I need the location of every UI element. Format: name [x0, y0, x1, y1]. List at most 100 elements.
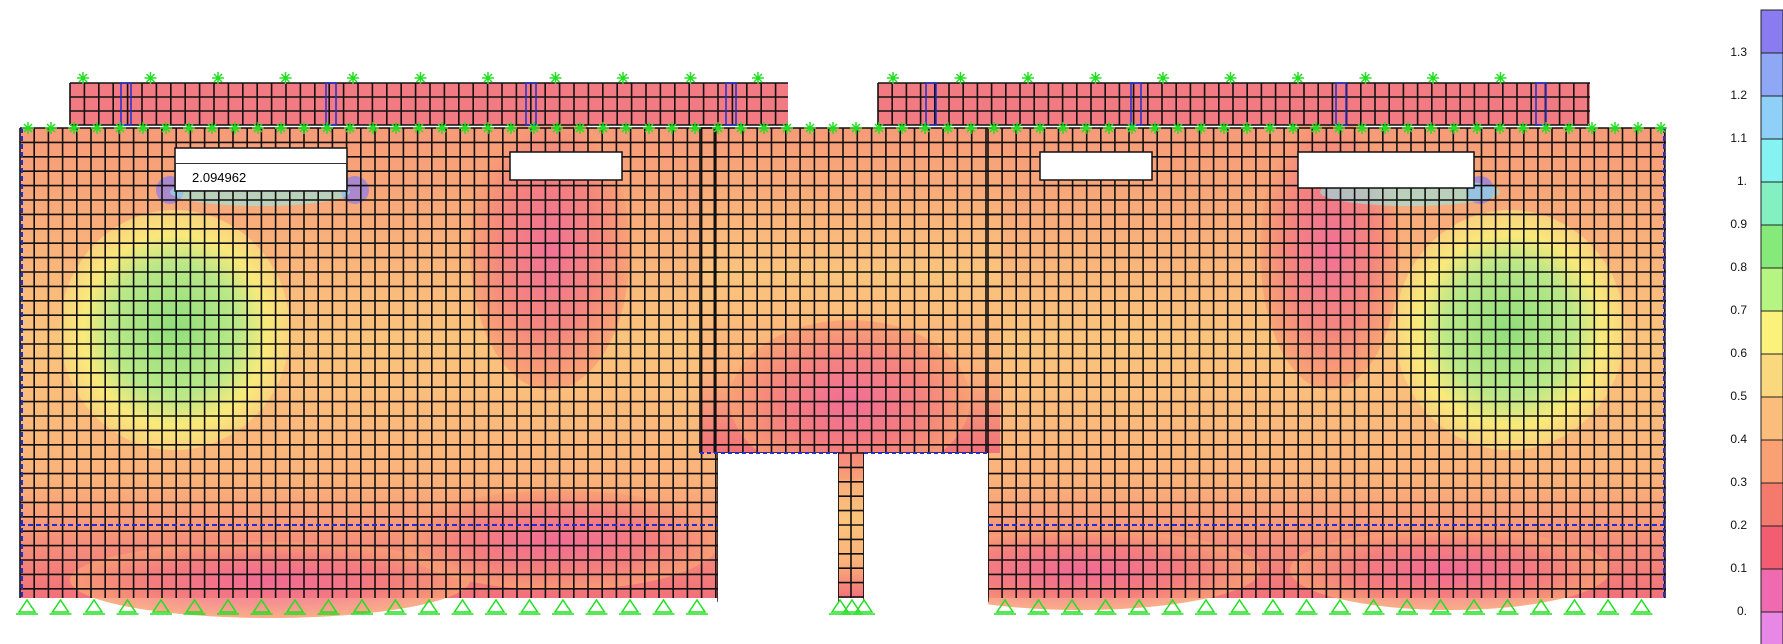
spring-support [1494, 72, 1507, 84]
restraint-line [20, 128, 1666, 600]
pin-support [994, 598, 1016, 615]
spring-support [1310, 122, 1322, 134]
pin-support [1496, 598, 1519, 615]
legend-swatch [1760, 52, 1783, 97]
spring-support [873, 122, 885, 134]
pin-support [116, 598, 139, 615]
spring-support [298, 122, 310, 134]
mesh-grid [19, 127, 718, 598]
spring-support [1287, 122, 1299, 134]
legend-label: 0.2 [1730, 518, 1747, 532]
spring-support [1022, 72, 1034, 84]
legend-label: 1.2 [1730, 88, 1747, 102]
spring-support [896, 122, 908, 134]
mesh-grid [699, 127, 1000, 453]
top-beam [70, 83, 788, 125]
legend-label: 0.3 [1730, 475, 1747, 489]
spring-support [781, 122, 793, 134]
pin-support [1630, 598, 1653, 615]
spring-support [275, 122, 287, 134]
pin-support [619, 598, 641, 615]
pin-support [1027, 598, 1050, 615]
spring-support [1494, 122, 1506, 134]
spring-support [954, 72, 967, 84]
spring-support [1379, 122, 1391, 134]
contour-region [1290, 530, 1610, 610]
pin-support [217, 598, 239, 615]
contour-region [70, 542, 470, 618]
pin-support [150, 598, 172, 615]
pin-support [1228, 598, 1251, 615]
spring-support [689, 122, 701, 134]
spring-support [279, 72, 292, 84]
legend-label: 1.3 [1730, 45, 1747, 59]
pin-support [518, 598, 541, 615]
spring-support [1080, 122, 1092, 134]
wall-opening [1039, 151, 1153, 181]
legend-swatch [1760, 568, 1783, 613]
pin-support [284, 598, 306, 615]
pin-support [1295, 598, 1318, 615]
legend-label: 0.7 [1730, 303, 1747, 317]
legend-swatch [1760, 267, 1783, 312]
spring-support [229, 122, 241, 134]
pin-support [1094, 598, 1117, 615]
pin-support [1161, 598, 1184, 615]
pin-support [183, 598, 206, 615]
legend-label: 1.1 [1730, 131, 1747, 145]
probe-value-text: 2.094962 [192, 169, 247, 185]
spring-support [528, 122, 540, 134]
pin-support [585, 598, 608, 615]
wall-opening [509, 151, 623, 181]
spring-support [137, 122, 149, 134]
spring-support [114, 122, 126, 134]
spring-support [1563, 122, 1575, 134]
column-marker [925, 82, 937, 126]
spring-support [1586, 122, 1598, 134]
spring-support [758, 122, 770, 134]
pin-support [384, 598, 407, 615]
spring-support [965, 122, 977, 134]
pin-support [686, 598, 708, 615]
spring-support [1218, 122, 1230, 134]
pin-support [1597, 598, 1619, 615]
spring-support [1402, 122, 1414, 134]
legend-swatch [1760, 611, 1783, 644]
spring-support [1655, 122, 1667, 134]
spring-support [1241, 122, 1253, 134]
legend-swatch [1760, 525, 1783, 570]
spring-support [390, 122, 402, 134]
spring-support [68, 122, 80, 134]
column-marker [725, 82, 737, 126]
spring-support [1103, 122, 1115, 134]
legend-label: 0. [1736, 604, 1747, 618]
stress-concentration [341, 176, 369, 204]
spring-support [414, 72, 427, 84]
spring-support [91, 122, 103, 134]
spring-support [804, 122, 816, 134]
spring-support [344, 122, 356, 134]
spring-support [367, 122, 379, 134]
pin-support [1463, 598, 1485, 615]
spring-support [1425, 122, 1437, 134]
spring-support [620, 122, 632, 134]
legend-swatch [1760, 224, 1783, 269]
contour-region [900, 530, 1260, 610]
pin-support [1563, 598, 1586, 615]
spring-support [712, 122, 724, 134]
spring-support [160, 122, 172, 134]
spring-support [827, 122, 839, 134]
spring-support [850, 122, 862, 134]
spring-support [684, 72, 697, 84]
pin-support [1362, 598, 1385, 615]
legend-label: 0.8 [1730, 260, 1747, 274]
spring-support [436, 122, 448, 134]
spring-support [77, 72, 89, 84]
pin-support [83, 598, 105, 615]
spring-support [321, 122, 333, 134]
spring-support [942, 122, 954, 134]
spring-support [206, 122, 218, 134]
legend-label: 0.4 [1730, 432, 1747, 446]
pin-support [250, 598, 273, 615]
